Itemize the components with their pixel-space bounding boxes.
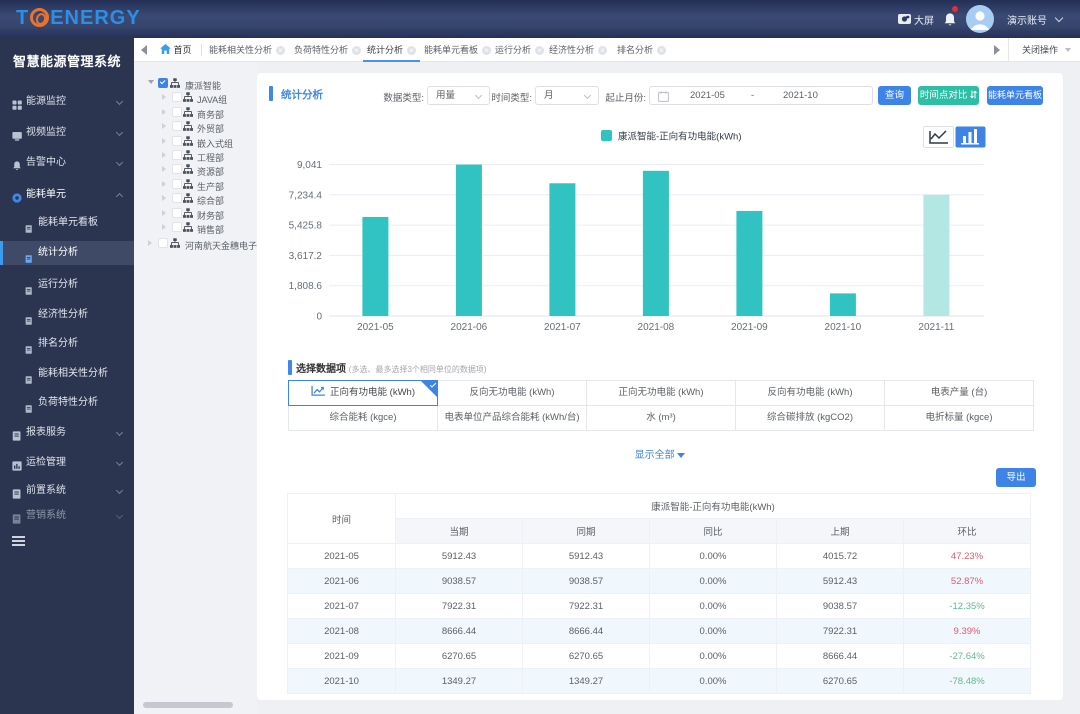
svg-text:9,041: 9,041 [297, 160, 322, 171]
svg-text:2021-11: 2021-11 [918, 322, 954, 333]
svg-text:5,425.8: 5,425.8 [289, 221, 323, 232]
svg-text:0: 0 [316, 312, 322, 323]
svg-text:1,808.6: 1,808.6 [289, 281, 323, 292]
svg-text:2021-09: 2021-09 [731, 322, 768, 333]
svg-text:2021-08: 2021-08 [638, 322, 675, 333]
svg-text:7,234.4: 7,234.4 [289, 190, 323, 201]
svg-text:2021-06: 2021-06 [451, 322, 488, 333]
svg-text:2021-07: 2021-07 [544, 322, 581, 333]
svg-text:2021-05: 2021-05 [357, 322, 394, 333]
svg-text:3,617.2: 3,617.2 [289, 251, 323, 262]
svg-text:2021-10: 2021-10 [825, 322, 862, 333]
svg-text:康派智能-正向有功电能(kWh): 康派智能-正向有功电能(kWh) [618, 131, 742, 143]
